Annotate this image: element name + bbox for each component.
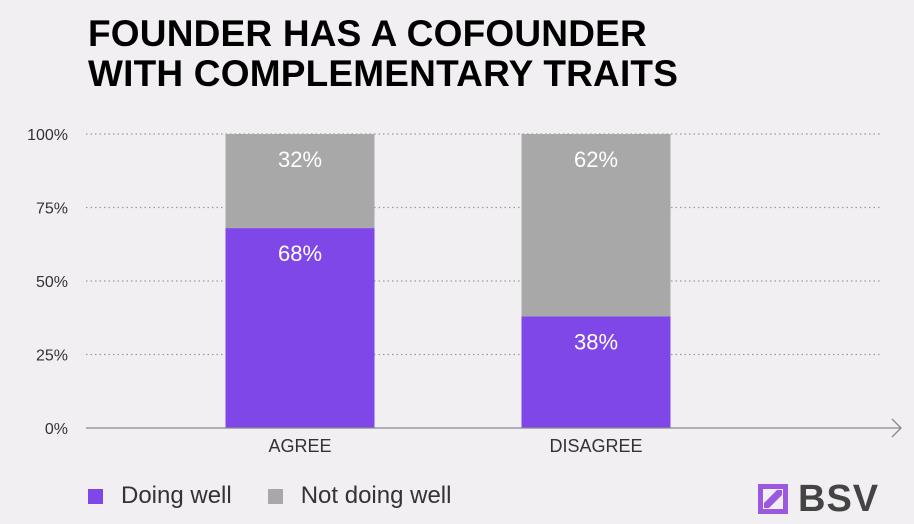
legend-item-doing-well: Doing well (88, 482, 232, 510)
legend: Doing well Not doing well (88, 482, 487, 510)
bsv-logo-text: BSV (798, 478, 880, 520)
bsv-logo-icon (758, 484, 788, 514)
bar-agree-not-doing-well (225, 134, 375, 229)
x-axis-arrow-icon (891, 418, 902, 438)
legend-swatch-doing-well (88, 488, 103, 504)
bar-agree-doing-well (225, 228, 375, 428)
data-label-disagree-doing-well: 38% (574, 329, 618, 354)
x-tick-label-agree: AGREE (268, 436, 331, 456)
data-label-agree-not-doing-well: 32% (278, 147, 322, 172)
y-tick-label-75: 75% (36, 201, 68, 218)
chart-title: FOUNDER HAS A COFOUNDER WITH COMPLEMENTA… (88, 14, 678, 94)
x-tick-label-disagree: DISAGREE (549, 436, 642, 456)
y-tick-label-50: 50% (36, 274, 68, 291)
bsv-logo: BSV (756, 480, 879, 518)
data-label-disagree-not-doing-well: 62% (574, 147, 618, 172)
legend-swatch-not-doing-well (267, 488, 283, 504)
legend-label-doing-well: Doing well (121, 482, 232, 509)
y-tick-label-25: 25% (36, 348, 68, 365)
legend-label-not-doing-well: Not doing well (300, 482, 452, 509)
y-tick-label-0: 0% (45, 421, 68, 438)
legend-item-not-doing-well: Not doing well (267, 482, 452, 510)
bar-disagree-not-doing-well (521, 134, 671, 317)
chart-title-line-1: FOUNDER HAS A COFOUNDER (88, 13, 647, 54)
bar-disagree-doing-well (521, 316, 671, 428)
data-label-agree-doing-well: 68% (278, 241, 322, 266)
chart-title-line-2: WITH COMPLEMENTARY TRAITS (88, 53, 679, 94)
y-tick-label-100: 100% (27, 127, 68, 144)
